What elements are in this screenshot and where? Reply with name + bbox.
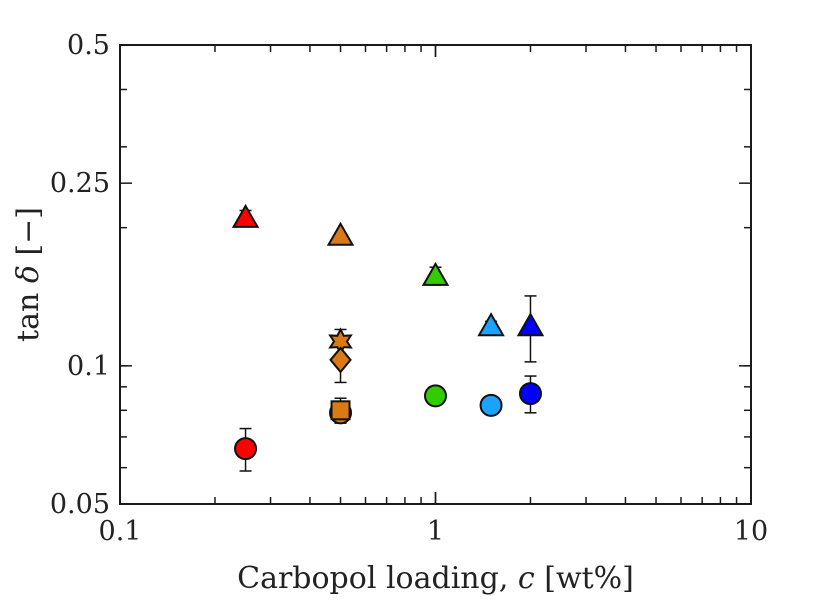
x-tick-label: 0.1 xyxy=(99,516,142,547)
triangle-marker xyxy=(477,312,505,337)
tick-labels: 0.1 1 100.050.10.250.5 xyxy=(50,30,768,547)
triangle-marker xyxy=(516,312,545,337)
y-tick-label: 0.05 xyxy=(50,489,110,520)
circle-marker xyxy=(424,384,447,408)
plot-frame xyxy=(119,44,752,505)
x-tick-label: 1 xyxy=(427,516,444,547)
diamond-marker xyxy=(329,346,352,374)
y-axis-title: tan δ [−] xyxy=(11,207,46,342)
error-bars xyxy=(239,209,537,472)
circle-marker xyxy=(518,382,542,406)
x-tick-label: 10 xyxy=(734,516,768,547)
x-axis-title: Carbopol loading, c [wt%] xyxy=(237,561,634,596)
data-markers xyxy=(231,203,545,461)
y-tick-label: 0.1 xyxy=(67,351,110,382)
y-tick-label: 0.5 xyxy=(67,30,110,61)
triangle-marker xyxy=(421,261,450,286)
square-marker xyxy=(330,400,351,421)
y-tick-label: 0.25 xyxy=(50,168,110,199)
triangle-marker xyxy=(231,203,260,228)
circle-marker xyxy=(479,393,503,417)
circle-marker xyxy=(234,437,258,461)
triangle-marker xyxy=(326,221,355,246)
